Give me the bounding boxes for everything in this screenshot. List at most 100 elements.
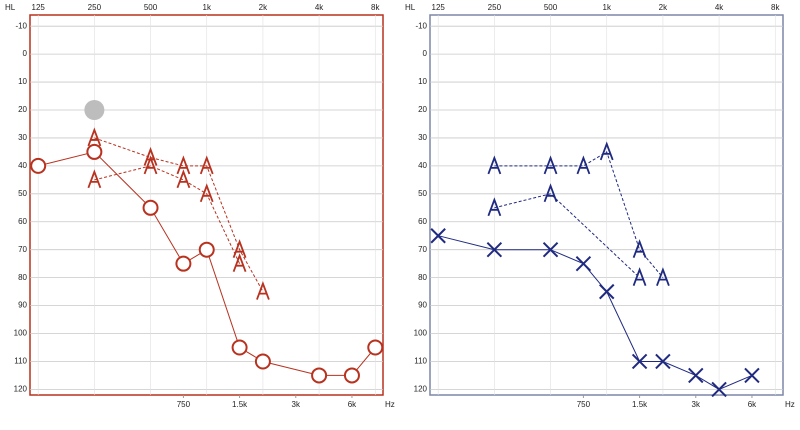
- y-tick-label: 120: [14, 385, 28, 394]
- y-tick-label: 60: [418, 217, 427, 226]
- y-tick-label: 80: [18, 273, 27, 282]
- series-line: [438, 235, 753, 390]
- x-tick-label: 4k: [715, 3, 724, 12]
- y-tick-label: 40: [418, 161, 427, 170]
- a-marker: [199, 155, 214, 175]
- a-marker: [232, 239, 247, 259]
- series-line: [494, 193, 640, 278]
- a-marker: [632, 267, 647, 286]
- y-tick-label: 100: [14, 329, 28, 338]
- x-unit: Hz: [385, 400, 395, 409]
- a-marker: [87, 169, 102, 189]
- dot-marker: [84, 100, 105, 120]
- circle-marker: [254, 353, 271, 370]
- a-marker: [232, 253, 247, 272]
- a-marker: [256, 281, 270, 300]
- x-minor-tick-label: 6k: [748, 400, 757, 409]
- x-tick-label: 125: [32, 3, 46, 12]
- x-tick-label: 250: [88, 3, 102, 12]
- x-minor-tick-label: 750: [177, 400, 191, 409]
- x-marker: [486, 241, 503, 258]
- y-tick-label: 90: [18, 301, 27, 310]
- x-marker: [744, 367, 760, 384]
- y-tick-label: 60: [18, 217, 27, 226]
- x-minor-tick-label: 1.5k: [232, 400, 248, 409]
- a-marker: [143, 155, 158, 175]
- a-marker: [576, 155, 591, 175]
- a-marker: [543, 183, 558, 203]
- series-line: [38, 151, 376, 376]
- y-tick-label: 90: [418, 301, 427, 310]
- y-tick-label: 70: [418, 245, 427, 254]
- y-tick-label: 10: [18, 77, 27, 86]
- x-tick-label: 2k: [259, 3, 268, 12]
- a-marker: [199, 183, 214, 203]
- y-tick-label: -10: [415, 21, 427, 30]
- x-tick-label: 500: [544, 3, 558, 12]
- x-tick-label: 2k: [659, 3, 668, 12]
- x-tick-label: 250: [488, 3, 502, 12]
- circle-marker: [231, 339, 248, 356]
- y-tick-label: 110: [14, 357, 27, 366]
- x-tick-label: 1k: [203, 3, 212, 12]
- x-minor-tick-label: 750: [577, 400, 591, 409]
- y-tick-label: 20: [18, 105, 27, 114]
- x-marker: [599, 283, 615, 300]
- y-tick-label: 50: [18, 189, 27, 198]
- a-marker: [176, 155, 191, 175]
- x-marker: [711, 381, 727, 398]
- circle-marker: [367, 339, 384, 356]
- y-tick-label: -10: [15, 21, 27, 30]
- y-tick-label: 20: [418, 105, 427, 114]
- circle-marker: [311, 367, 328, 384]
- circle-marker: [142, 199, 159, 216]
- x-minor-tick-label: 3k: [692, 400, 701, 409]
- a-marker: [632, 239, 647, 259]
- y-tick-label: 0: [23, 49, 28, 58]
- x-minor-tick-label: 6k: [348, 400, 357, 409]
- x-tick-label: 4k: [315, 3, 324, 12]
- a-marker: [487, 197, 502, 217]
- circle-marker: [175, 255, 192, 272]
- y-tick-label: 80: [418, 273, 427, 282]
- x-marker: [688, 367, 704, 384]
- x-tick-label: 125: [432, 3, 446, 12]
- y-unit: HL: [5, 3, 16, 12]
- x-tick-label: 500: [144, 3, 158, 12]
- x-marker: [655, 353, 671, 370]
- x-minor-tick-label: 1.5k: [632, 400, 648, 409]
- circle-marker: [86, 143, 103, 160]
- x-minor-tick-label: 3k: [292, 400, 301, 409]
- x-tick-label: 8k: [771, 3, 780, 12]
- y-tick-label: 30: [18, 133, 27, 142]
- y-tick-label: 30: [418, 133, 427, 142]
- circle-marker: [343, 367, 360, 384]
- circle-marker: [30, 157, 47, 174]
- circle-marker: [198, 241, 215, 258]
- x-tick-label: 1k: [603, 3, 612, 12]
- y-tick-label: 40: [18, 161, 27, 170]
- a-marker: [87, 127, 102, 147]
- x-marker: [631, 353, 648, 370]
- series-line: [94, 137, 264, 292]
- y-unit: HL: [405, 3, 416, 12]
- y-tick-label: 100: [414, 329, 428, 338]
- series-line: [94, 165, 241, 264]
- x-marker: [575, 255, 592, 272]
- a-marker: [543, 155, 558, 175]
- x-marker: [430, 228, 446, 244]
- x-marker: [542, 241, 559, 258]
- a-marker: [656, 267, 670, 286]
- y-tick-label: 10: [418, 77, 427, 86]
- y-tick-label: 0: [423, 49, 428, 58]
- x-tick-label: 8k: [371, 3, 380, 12]
- y-tick-label: 110: [414, 357, 427, 366]
- y-tick-label: 120: [414, 385, 428, 394]
- x-unit: Hz: [785, 400, 795, 409]
- a-marker: [176, 169, 191, 189]
- y-tick-label: 50: [418, 189, 427, 198]
- y-tick-label: 70: [18, 245, 27, 254]
- a-marker: [487, 155, 502, 175]
- a-marker: [599, 141, 614, 161]
